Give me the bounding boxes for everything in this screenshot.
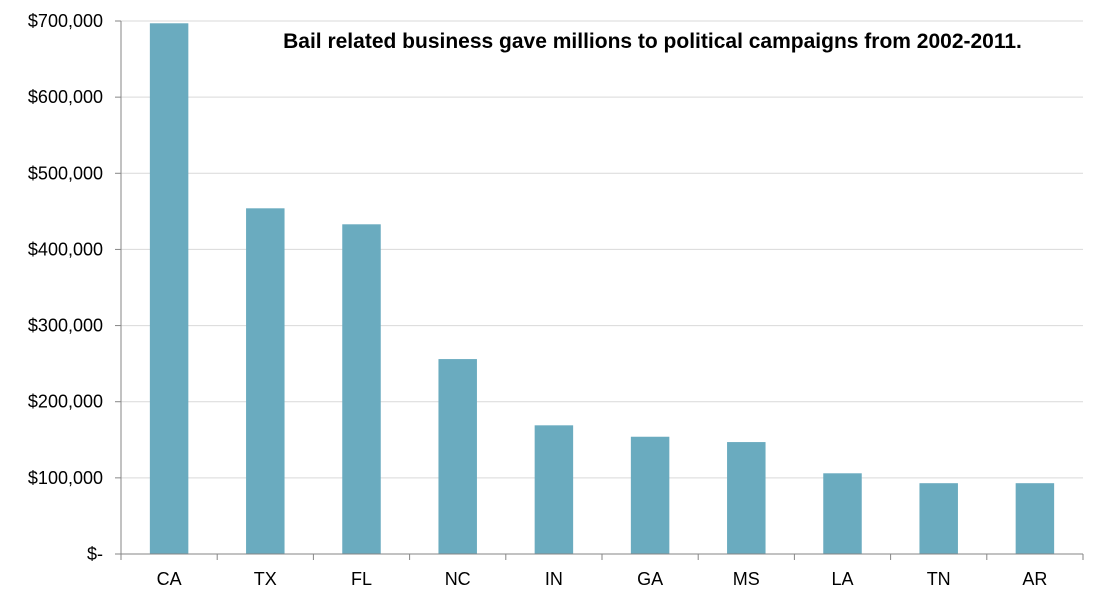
- x-tick-label: TN: [927, 569, 951, 589]
- axes: [115, 20, 1084, 560]
- x-tick-labels: CA TX FL NC IN GA MS LA TN AR: [157, 569, 1048, 589]
- bar-tx: [246, 208, 285, 554]
- y-tick-label: $500,000: [28, 163, 103, 183]
- x-tick-label: TX: [254, 569, 277, 589]
- y-tick-label: $600,000: [28, 87, 103, 107]
- bar-ca: [149, 23, 189, 554]
- x-tick-label: IN: [545, 569, 563, 589]
- bars: [149, 23, 1055, 554]
- x-tick-label: FL: [351, 569, 372, 589]
- bar-la: [823, 473, 862, 554]
- y-tick-label: $300,000: [28, 316, 103, 336]
- bar-ga: [630, 436, 670, 554]
- chart-title: Bail related business gave millions to p…: [283, 30, 1022, 53]
- bar-tn: [919, 483, 958, 554]
- x-tick-label: GA: [637, 569, 663, 589]
- y-tick-labels: $- $100,000 $200,000 $300,000 $400,000 $500,0…: [28, 11, 103, 564]
- y-tick-label: $200,000: [28, 392, 103, 412]
- bar-in: [534, 425, 574, 554]
- x-tick-label: AR: [1022, 569, 1047, 589]
- x-tick-label: NC: [445, 569, 471, 589]
- x-tick-label: CA: [157, 569, 182, 589]
- bar-ms: [727, 442, 766, 554]
- y-tick-label: $-: [87, 544, 103, 564]
- y-tick-label: $100,000: [28, 468, 103, 488]
- x-tick-label: LA: [831, 569, 853, 589]
- x-tick-label: MS: [733, 569, 760, 589]
- bar-fl: [342, 224, 381, 554]
- y-tick-label: $400,000: [28, 239, 103, 259]
- bar-nc: [438, 359, 477, 554]
- y-tick-label: $700,000: [28, 11, 103, 31]
- bar-ar: [1015, 483, 1055, 554]
